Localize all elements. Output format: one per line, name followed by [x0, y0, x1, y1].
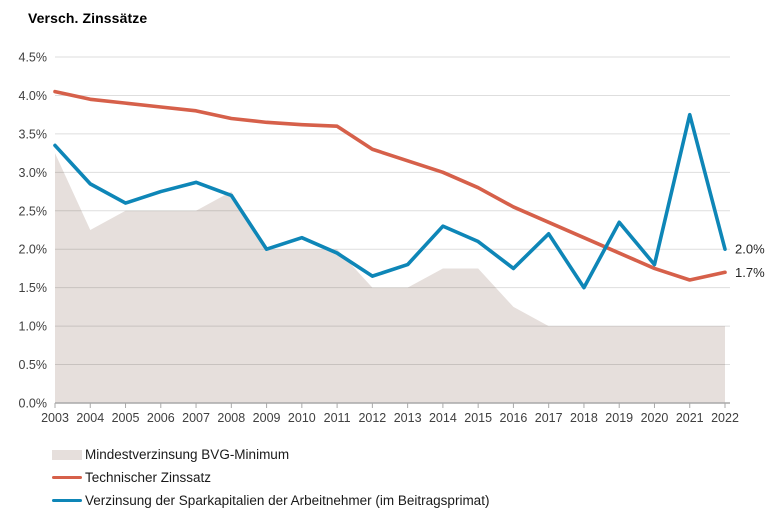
area-series-bvg-minimum: [55, 153, 725, 403]
x-tick-label: 2019: [605, 411, 633, 425]
legend-item-verzinsung-sparkapitalien: Verzinsung der Sparkapitalien der Arbeit…: [52, 489, 489, 512]
y-tick-label: 3.5%: [19, 127, 48, 141]
y-tick-label: 3.0%: [19, 166, 48, 180]
x-tick-label: 2012: [358, 411, 386, 425]
x-tick-label: 2016: [500, 411, 528, 425]
x-tick-label: 2006: [147, 411, 175, 425]
line-series-technischer-zinssatz: [53, 89, 727, 282]
x-tick-label: 2003: [41, 411, 69, 425]
y-tick-label: 0.5%: [19, 358, 48, 372]
x-tick-label: 2013: [394, 411, 422, 425]
x-tick-label: 2017: [535, 411, 563, 425]
y-tick-label: 1.0%: [19, 320, 48, 334]
legend-swatch-area-icon: [52, 449, 82, 460]
x-tick-label: 2008: [217, 411, 245, 425]
interest-rates-chart: 2003 2004 2005 2006 2007 2008 2009 2010 2011 2012…: [19, 51, 766, 426]
line-series-verzinsung-sparkapitalien: [53, 112, 727, 290]
legend-item-bvg-minimum: Mindestverzinsung BVG-Minimum: [52, 443, 489, 466]
legend-label: Technischer Zinssatz: [85, 470, 212, 485]
x-tick-label: 2020: [641, 411, 669, 425]
legend: Mindestverzinsung BVG-Minimum Technische…: [52, 443, 489, 512]
y-tick-label: 2.5%: [19, 204, 48, 218]
x-tick-label: 2015: [464, 411, 492, 425]
chart-title: Versch. Zinssätze: [28, 10, 148, 26]
end-label-technischer-zinssatz: 1.7%: [735, 265, 765, 280]
legend-swatch-line-icon: [52, 498, 82, 503]
y-tick-label: 4.5%: [19, 51, 48, 65]
legend-item-technischer-zinssatz: Technischer Zinssatz: [52, 466, 489, 489]
x-tick-label: 2022: [711, 411, 739, 425]
x-tick-label: 2009: [253, 411, 281, 425]
y-tick-label: 1.5%: [19, 281, 48, 295]
x-tick-label: 2018: [570, 411, 598, 425]
end-label-verzinsung-sparkapitalien: 2.0%: [735, 242, 765, 257]
x-tick-label: 2011: [324, 411, 351, 425]
y-tick-label: 2.0%: [19, 243, 48, 257]
x-tick-label: 2010: [288, 411, 316, 425]
y-tick-label: 0.0%: [19, 397, 48, 411]
x-tick-label: 2007: [182, 411, 210, 425]
x-tick-label: 2004: [76, 411, 104, 425]
legend-label: Mindestverzinsung BVG-Minimum: [85, 447, 290, 462]
legend-swatch-line-icon: [52, 475, 82, 480]
x-tick-label: 2021: [676, 411, 704, 425]
x-tick-label: 2014: [429, 411, 457, 425]
legend-label: Verzinsung der Sparkapitalien der Arbeit…: [85, 493, 490, 508]
x-tick-label: 2005: [112, 411, 140, 425]
y-tick-label: 4.0%: [19, 89, 48, 103]
